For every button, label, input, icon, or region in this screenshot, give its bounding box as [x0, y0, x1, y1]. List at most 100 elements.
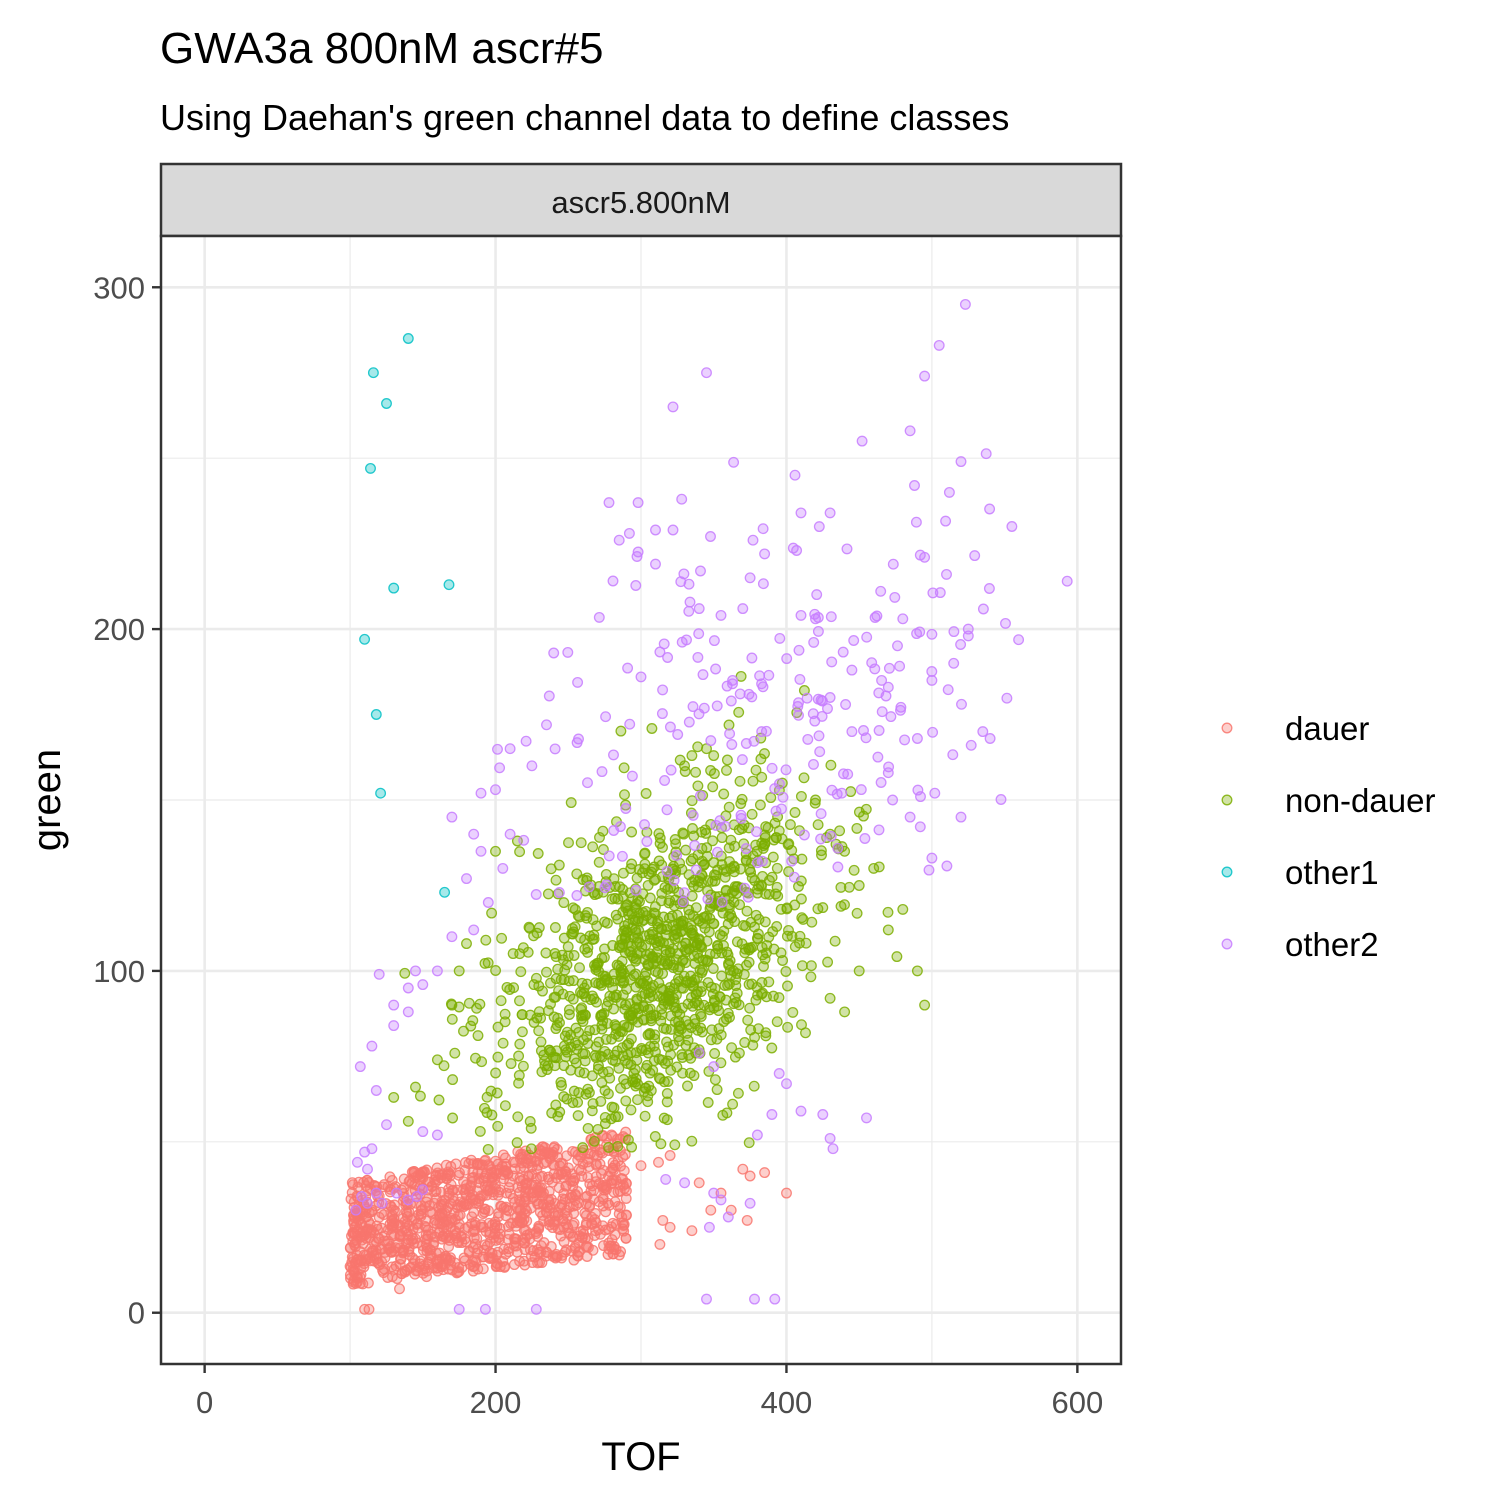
data-point-non-dauer	[748, 1080, 760, 1092]
data-point-dauer	[412, 1222, 424, 1234]
data-point-non-dauer	[709, 1074, 721, 1086]
data-point-dauer	[346, 1251, 358, 1263]
data-point-dauer	[548, 1141, 560, 1153]
data-point-other2	[742, 891, 754, 903]
data-point-non-dauer	[796, 853, 808, 865]
data-point-non-dauer	[654, 832, 666, 844]
data-point-non-dauer	[491, 1087, 503, 1099]
data-point-dauer	[480, 1154, 491, 1166]
y-tick-label: 0	[128, 1296, 145, 1331]
legend-key-other1	[1221, 866, 1233, 878]
data-point-other2	[654, 646, 666, 658]
data-point-other2	[676, 493, 688, 505]
data-point-other2	[749, 1293, 760, 1305]
data-point-non-dauer	[690, 766, 702, 778]
data-point-other2	[701, 1293, 712, 1305]
data-point-other2	[757, 578, 769, 590]
data-point-dauer	[430, 1255, 442, 1267]
data-point-non-dauer	[492, 1021, 504, 1033]
data-point-dauer	[584, 1199, 596, 1211]
data-point-other2	[832, 861, 844, 873]
data-point-dauer	[781, 1187, 792, 1199]
data-point-other2	[410, 965, 421, 977]
data-point-other2	[727, 678, 738, 690]
data-point-dauer	[588, 1185, 600, 1197]
data-point-other2	[983, 583, 995, 594]
data-point-non-dauer	[647, 990, 659, 1002]
data-point-non-dauer	[647, 951, 659, 963]
data-point-other2	[351, 1156, 363, 1168]
data-point-non-dauer	[651, 952, 663, 964]
data-point-other2	[475, 787, 487, 799]
data-point-dauer	[516, 1211, 528, 1223]
data-point-non-dauer	[733, 1047, 745, 1059]
data-point-non-dauer	[572, 1110, 584, 1122]
data-point-non-dauer	[773, 825, 785, 837]
data-point-non-dauer	[490, 965, 502, 976]
data-point-other2	[701, 367, 712, 379]
data-point-non-dauer	[789, 941, 801, 953]
data-point-dauer	[664, 1150, 676, 1161]
data-point-non-dauer	[499, 1008, 511, 1020]
data-point-other2	[872, 751, 884, 763]
data-point-non-dauer	[446, 1013, 458, 1025]
data-point-dauer	[518, 1196, 530, 1207]
data-point-other2	[697, 669, 709, 681]
data-point-non-dauer	[715, 1029, 727, 1041]
data-point-dauer	[421, 1239, 432, 1251]
data-point-other2	[786, 855, 798, 867]
data-point-other2	[777, 791, 789, 803]
data-point-non-dauer	[638, 1014, 650, 1026]
data-point-other2	[620, 803, 632, 814]
data-point-other2	[861, 631, 873, 643]
data-point-non-dauer	[479, 1102, 490, 1114]
data-point-non-dauer	[676, 1002, 688, 1014]
data-point-non-dauer	[524, 1009, 536, 1021]
data-point-other2	[766, 1109, 778, 1120]
data-point-dauer	[407, 1252, 419, 1264]
data-point-non-dauer	[613, 1062, 625, 1074]
data-point-dauer	[523, 1171, 535, 1183]
data-point-non-dauer	[453, 965, 465, 977]
data-point-dauer	[604, 1240, 616, 1252]
data-point-non-dauer	[812, 903, 824, 915]
data-point-non-dauer	[653, 935, 665, 947]
data-point-non-dauer	[723, 801, 735, 813]
data-point-dauer	[400, 1206, 412, 1218]
data-point-other2	[793, 709, 804, 721]
data-point-non-dauer	[751, 845, 763, 857]
data-point-dauer	[534, 1171, 546, 1183]
data-point-dauer	[654, 1238, 666, 1250]
data-point-non-dauer	[549, 922, 561, 933]
data-point-non-dauer	[643, 960, 655, 972]
data-point-non-dauer	[499, 1016, 511, 1028]
data-point-other2	[876, 674, 888, 686]
data-point-non-dauer	[563, 975, 575, 987]
data-point-other2	[1061, 575, 1073, 587]
data-point-other2	[664, 721, 676, 733]
data-point-other2	[832, 842, 844, 854]
data-point-other2	[789, 469, 801, 481]
data-point-non-dauer	[447, 1074, 459, 1086]
data-point-other2	[793, 644, 805, 656]
data-point-other2	[388, 999, 400, 1011]
data-point-dauer	[419, 1201, 431, 1213]
data-point-non-dauer	[575, 837, 587, 849]
data-point-non-dauer	[639, 1110, 651, 1122]
data-point-other2	[376, 1197, 388, 1209]
data-point-non-dauer	[771, 862, 783, 874]
data-point-non-dauer	[897, 903, 909, 915]
data-point-other2	[593, 611, 605, 623]
data-point-other2	[603, 497, 615, 509]
data-point-other2	[402, 982, 414, 994]
data-point-non-dauer	[587, 841, 599, 853]
data-point-other2	[417, 1184, 429, 1196]
data-point-non-dauer	[708, 1002, 720, 1014]
data-point-non-dauer	[644, 1067, 656, 1079]
data-point-dauer	[386, 1261, 398, 1273]
data-point-non-dauer	[602, 1048, 614, 1060]
data-point-dauer	[582, 1232, 594, 1244]
data-point-non-dauer	[514, 846, 526, 858]
data-point-other2	[482, 897, 494, 908]
data-point-other2	[417, 1126, 429, 1138]
